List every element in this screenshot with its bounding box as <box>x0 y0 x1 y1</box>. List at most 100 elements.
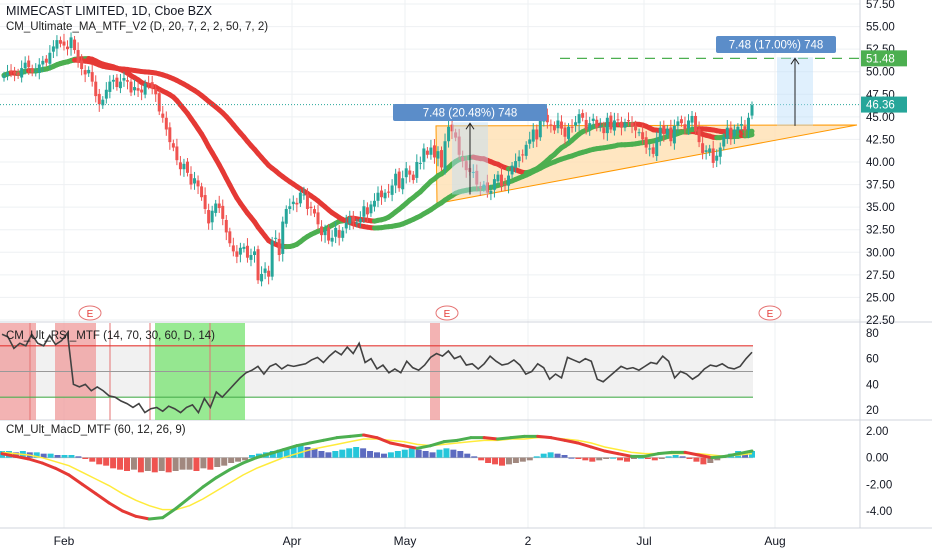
candle-body <box>743 126 747 131</box>
candle-body <box>464 161 468 171</box>
macd-histogram-bar <box>672 455 679 458</box>
price-tick-label: 37.50 <box>866 180 895 192</box>
macd-histogram-bar <box>665 456 672 458</box>
candle-body <box>55 40 59 49</box>
macd-line-segment <box>388 441 406 448</box>
price-tick-label: 45.00 <box>866 112 895 124</box>
candle-body <box>651 147 655 154</box>
candle-body <box>200 186 204 198</box>
measure-arrow-head <box>465 122 475 130</box>
macd-histogram-bar <box>228 457 235 463</box>
macd-line-segment <box>54 466 71 477</box>
candle-body <box>210 210 214 223</box>
macd-line-segment <box>80 482 98 496</box>
candle-body <box>118 81 122 89</box>
macd-histogram-bar <box>568 457 575 459</box>
macd-histogram-bar <box>318 451 325 458</box>
candle-body <box>524 144 528 156</box>
candle-body <box>711 148 715 163</box>
price-tick-label: 27.50 <box>866 270 895 282</box>
candle-body <box>281 221 285 254</box>
macd-line-segment <box>415 444 433 450</box>
macd-line-segment <box>723 452 741 458</box>
candle-body <box>503 184 507 186</box>
candle-body <box>510 165 514 175</box>
candle-body <box>662 125 666 135</box>
price-tick-label: 35.00 <box>866 202 895 214</box>
candle-body <box>97 93 101 105</box>
macd-histogram-bar <box>54 455 61 458</box>
macd-line-segment <box>603 449 620 456</box>
macd-histogram-bar <box>700 457 707 465</box>
candle-body <box>6 72 10 76</box>
price-axis[interactable]: 57.5055.0052.5050.0047.5045.0042.5040.00… <box>861 0 907 518</box>
candle-body <box>34 70 38 72</box>
macd-line-segment <box>188 485 205 500</box>
current-price-tag-label: 46.36 <box>866 100 895 112</box>
candle-body <box>129 81 133 93</box>
macd-histogram-bar <box>394 451 401 458</box>
macd-histogram-bar <box>707 457 714 463</box>
macd-histogram-bar <box>374 452 380 458</box>
candle-body <box>260 273 264 282</box>
candle-body <box>76 50 80 63</box>
candle-body <box>83 70 87 75</box>
candle-body <box>425 150 429 155</box>
earnings-event-marker[interactable] <box>78 305 102 321</box>
macd-histogram-bar <box>82 457 89 459</box>
macd-tick-label: -2.00 <box>866 479 892 491</box>
macd-signal-line <box>1 436 753 511</box>
macd-histogram-bar <box>422 451 429 458</box>
macd-line-segment <box>201 476 218 489</box>
candle-body <box>499 174 503 187</box>
candle-body <box>517 156 521 162</box>
candle-body <box>630 122 634 127</box>
candle-body <box>521 154 525 156</box>
candle-body <box>140 89 144 93</box>
candle-body <box>133 87 137 91</box>
candle-body <box>567 126 571 139</box>
candle-body <box>514 161 518 168</box>
macd-line-segment <box>67 473 84 486</box>
time-tick-label: Jul <box>636 534 651 548</box>
candle-body <box>327 227 331 241</box>
macd-line-segment <box>509 434 526 440</box>
candle-body <box>372 200 376 207</box>
macd-histogram-bar <box>367 451 374 458</box>
candle-body <box>217 203 221 209</box>
time-tick-label: May <box>394 534 417 548</box>
target-price-tag <box>861 50 907 67</box>
candle-body <box>528 139 532 144</box>
candle-body <box>701 143 705 153</box>
symbol-title: MIMECAST LIMITED, 1D, Cboe BZX <box>6 4 213 18</box>
macd-histogram-bar <box>450 449 457 458</box>
candle-body <box>143 83 147 95</box>
candle-body <box>231 245 235 252</box>
earnings-event-marker[interactable] <box>435 305 459 321</box>
macd-line-segment <box>429 440 446 448</box>
candle-body <box>447 126 451 142</box>
macd-histogram-bar <box>214 457 221 467</box>
candle-body <box>348 217 352 224</box>
candle-body <box>9 70 13 72</box>
macd-histogram-bar <box>540 453 547 458</box>
time-axis[interactable]: Feb Apr May 2 Jul Aug <box>54 534 786 548</box>
macd-tick-label: -4.00 <box>866 506 892 518</box>
macd-histogram-bar <box>179 457 186 470</box>
macd-line-segment <box>268 448 285 456</box>
candle-body <box>164 117 168 130</box>
macd-histogram-bar <box>526 457 533 461</box>
macd-line-segment <box>254 452 272 460</box>
candle-body <box>538 120 542 138</box>
candle-body <box>376 192 380 201</box>
macd-histogram-bar <box>200 457 207 469</box>
candle-body <box>602 128 606 134</box>
candle-body <box>115 77 119 88</box>
earnings-event-marker[interactable] <box>758 305 782 321</box>
macd-histogram-bar <box>533 456 540 458</box>
macd-histogram-bar <box>589 457 596 462</box>
macd-line-segment <box>683 450 700 457</box>
macd-histogram-bar <box>457 451 464 458</box>
